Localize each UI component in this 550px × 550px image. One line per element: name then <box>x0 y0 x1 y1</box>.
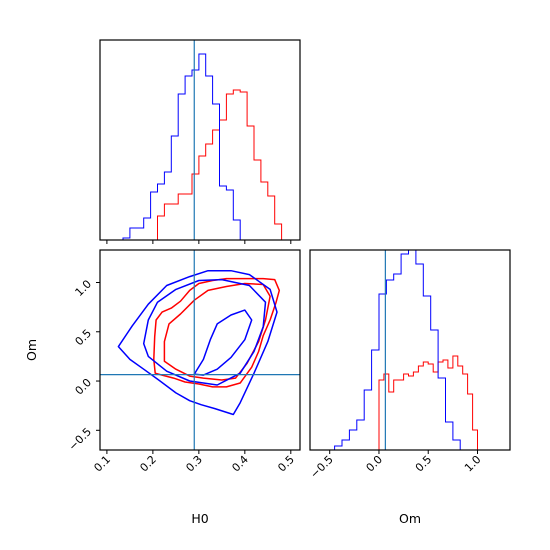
h0-hist-series-2 <box>122 53 241 240</box>
series-1-histogram <box>378 355 478 450</box>
series-1-contour-level-1 <box>153 277 281 388</box>
series-2-contour-level-1 <box>117 269 278 416</box>
series-2-histogram <box>334 249 461 450</box>
om-hist-frame <box>309 249 511 451</box>
series-2-histogram <box>122 53 241 240</box>
h0-hist-series-1 <box>157 89 283 240</box>
y-tick-label: 0.5 <box>73 327 95 349</box>
series-1-contour-level-2 <box>163 282 271 381</box>
x-axis-label-om: Om <box>399 511 421 526</box>
om-hist-series-2 <box>334 249 461 450</box>
panel-2d: 0.1 0.2 0.3 0.4 0.5 −0.5 0.0 0.5 1.0 H0 Om <box>24 249 301 526</box>
y-tick-label: 1.0 <box>73 277 95 299</box>
y-tick-label: −0.5 <box>66 425 94 453</box>
om-hist-x-ticks: −0.5 0.0 0.5 1.0 <box>308 450 484 481</box>
contours-series-2 <box>117 269 278 416</box>
panel-2d-frame <box>99 249 301 451</box>
x-tick-label: 0.4 <box>229 453 251 475</box>
x-axis-label-h0: H0 <box>191 511 208 526</box>
series-2-contour-level-2 <box>142 278 267 386</box>
x-tick-label: 0.3 <box>183 453 205 475</box>
h0-hist-ticks <box>106 240 292 244</box>
x-tick-label: 0.5 <box>275 453 297 475</box>
x-tick-label: 0.5 <box>413 453 435 475</box>
series-2-contour-level-3 <box>193 309 253 376</box>
panel-om-hist: −0.5 0.0 0.5 1.0 Om <box>308 249 511 526</box>
contours-series-1 <box>153 277 281 388</box>
panel-2d-x-ticks: 0.1 0.2 0.3 0.4 0.5 <box>91 450 297 475</box>
x-tick-label: 0.0 <box>364 453 386 475</box>
panel-h0-hist <box>99 39 301 244</box>
panel-2d-y-ticks: −0.5 0.0 0.5 1.0 <box>66 277 100 453</box>
x-tick-label: 0.2 <box>137 453 159 475</box>
om-hist-series-1 <box>378 355 478 450</box>
h0-hist-frame <box>99 39 301 241</box>
x-tick-label: 1.0 <box>462 453 484 475</box>
series-1-histogram <box>157 89 283 240</box>
y-axis-label-om: Om <box>24 339 39 361</box>
y-tick-label: 0.0 <box>73 376 95 398</box>
x-tick-label: 0.1 <box>91 453 113 475</box>
x-tick-label: −0.5 <box>308 453 336 481</box>
